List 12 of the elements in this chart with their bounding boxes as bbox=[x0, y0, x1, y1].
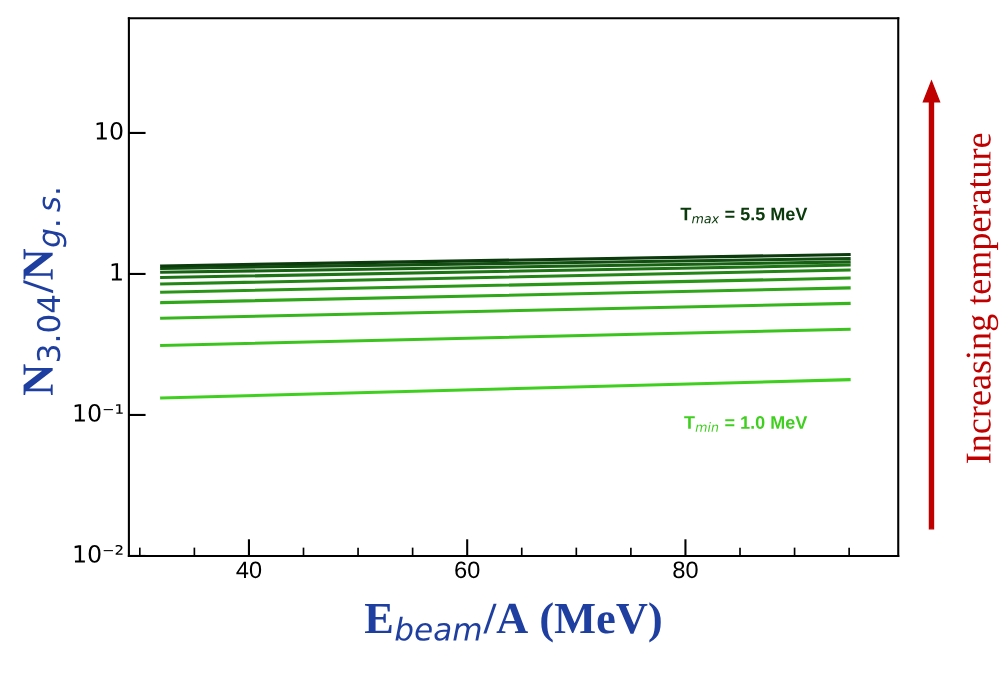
x-tick-label: 40 bbox=[236, 561, 262, 579]
y-tick-label: 10 bbox=[96, 121, 123, 140]
y-axis-title: N$_{3.04}$/N$_{g.s.}$ bbox=[23, 189, 67, 395]
y-tick-label: 10⁻² bbox=[74, 544, 123, 563]
series-label: T$_{max}$ = 5.5 MeV bbox=[680, 207, 808, 224]
text: Increasing temperature bbox=[966, 133, 999, 463]
x-axis-title: E$_{beam}$/A (MeV) bbox=[364, 602, 661, 643]
y-tick-label: 1 bbox=[111, 263, 122, 281]
series-label: T$_{min}$ = 1.0 MeV bbox=[684, 416, 808, 432]
x-tick-label: 80 bbox=[673, 561, 698, 579]
x-tick-label: 60 bbox=[455, 561, 480, 579]
y-tick-label: 10⁻¹ bbox=[74, 403, 123, 422]
